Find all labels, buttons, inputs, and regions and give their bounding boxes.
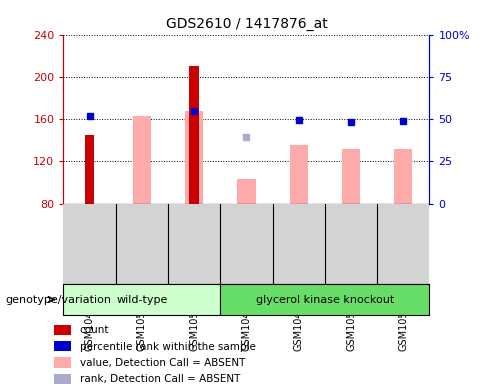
Bar — [54, 374, 71, 384]
Text: rank, Detection Call = ABSENT: rank, Detection Call = ABSENT — [80, 374, 240, 384]
Bar — [54, 324, 71, 335]
Bar — [237, 179, 256, 204]
Text: percentile rank within the sample: percentile rank within the sample — [80, 342, 256, 352]
Text: value, Detection Call = ABSENT: value, Detection Call = ABSENT — [80, 358, 245, 368]
Bar — [85, 135, 94, 204]
Title: GDS2610 / 1417876_at: GDS2610 / 1417876_at — [165, 17, 327, 31]
Bar — [185, 111, 203, 204]
Bar — [54, 357, 71, 368]
Text: wild-type: wild-type — [116, 295, 167, 305]
Text: genotype/variation: genotype/variation — [5, 295, 111, 305]
Bar — [220, 284, 429, 315]
Bar — [189, 66, 199, 204]
Bar — [394, 149, 412, 204]
Text: count: count — [80, 326, 109, 336]
Text: glycerol kinase knockout: glycerol kinase knockout — [256, 295, 394, 305]
Bar — [54, 341, 71, 351]
Bar — [289, 146, 308, 204]
Bar — [63, 284, 220, 315]
Bar — [133, 116, 151, 204]
Bar — [342, 149, 360, 204]
